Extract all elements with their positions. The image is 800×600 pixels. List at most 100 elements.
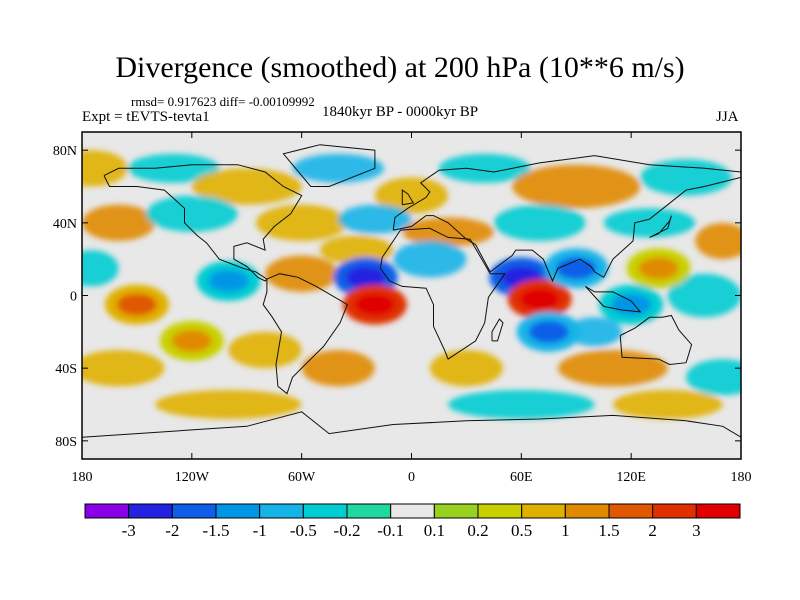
colorbar-swatch (171, 503, 217, 519)
x-tick-label: 120E (616, 470, 646, 485)
colorbar-label: -0.5 (290, 521, 317, 540)
coastline-uk (401, 189, 415, 206)
field-blob (374, 177, 449, 214)
y-tick-label: 40N (53, 217, 77, 232)
field-blob (393, 240, 467, 278)
colorbar-swatch (128, 503, 173, 519)
field-blob (319, 235, 394, 265)
field-blob (438, 153, 531, 183)
x-axis: 180 120W 60W 0 60E 120E 180 (72, 132, 752, 485)
y-tick-label: 80N (53, 144, 77, 159)
field-feature (519, 288, 560, 311)
colorbar-swatch (608, 503, 654, 519)
colorbar-swatch (259, 503, 304, 519)
field-feature (528, 320, 569, 343)
coastline-north-america (103, 164, 303, 282)
y-tick-label: 80S (55, 435, 77, 450)
colorbar-label: -0.2 (334, 521, 361, 540)
coastline-indonesia (585, 285, 642, 313)
field-feature (116, 293, 157, 316)
coastline-africa (379, 227, 506, 360)
coastline-japan (649, 215, 672, 238)
colorbar-swatch (84, 503, 130, 519)
colorbar-label: 2 (648, 521, 657, 540)
x-tick-label: 60E (510, 470, 533, 485)
field-blob (686, 359, 741, 396)
y-axis: 80N 40N 0 40S 80S (53, 144, 741, 450)
field-feature (171, 329, 212, 352)
field-feature (611, 293, 652, 316)
field-blob (429, 350, 504, 387)
field-blob (603, 208, 696, 238)
colorbar-label: 1 (561, 521, 570, 540)
field-blob (557, 350, 668, 387)
season-label: JJA (716, 109, 739, 125)
colorbar-label: 1.5 (598, 521, 619, 540)
field-blob (695, 222, 741, 260)
y-tick-label: 0 (70, 290, 77, 305)
experiment-label: Expt = tEVTS-tevta1 (82, 109, 210, 125)
field-blob (155, 389, 302, 420)
colorbar-swatch (477, 503, 523, 519)
field-blob (402, 217, 494, 247)
x-tick-label: 60W (288, 470, 316, 485)
field-blob (301, 350, 375, 387)
colorbar-swatch (695, 503, 741, 519)
colorbar-swatch (564, 503, 610, 519)
colorbar-label: -2 (165, 521, 179, 540)
coastlines (82, 144, 741, 438)
coastline-madagascar (491, 318, 504, 342)
field-blob (567, 317, 623, 347)
colorbar-label: -3 (122, 521, 136, 540)
colorbar-label: -1 (253, 521, 267, 540)
field-blob (228, 331, 302, 369)
coastline-australia (619, 314, 693, 366)
field-blob (82, 150, 128, 187)
field-feature (345, 266, 386, 289)
rmsd-stats: rmsd= 0.917623 diff= -0.00109992 (131, 94, 315, 109)
x-tick-label: 180 (72, 470, 93, 485)
period-label: 1840kyr BP - 0000kyr BP (322, 104, 479, 120)
field-feature (208, 269, 249, 292)
colorbar-swatch (302, 503, 348, 519)
coastline-south-america (262, 273, 349, 395)
colorbar-swatch (346, 503, 392, 519)
field-blob (255, 204, 348, 241)
field-blob (448, 389, 595, 420)
chart-title: Divergence (smoothed) at 200 hPa (10**6 … (115, 51, 685, 84)
colorbar-label: -1.5 (203, 521, 230, 540)
field-feature (556, 257, 597, 280)
field-blob (493, 204, 586, 241)
field-blob (667, 273, 741, 318)
field-blob (612, 389, 723, 420)
colorbar-swatch (215, 503, 261, 519)
colorbar-swatch (390, 503, 435, 519)
field-blob (338, 204, 412, 234)
field-feature (638, 257, 679, 280)
divergence-field (82, 150, 741, 420)
colorbar-label: 0.2 (467, 521, 488, 540)
field-blob (191, 168, 302, 205)
field-blob (146, 195, 238, 232)
coastline-eurasia (392, 155, 741, 283)
field-blob (292, 153, 385, 183)
colorbar-label: 0.1 (424, 521, 445, 540)
field-blob (512, 164, 641, 209)
coastline-antarctica (82, 411, 741, 438)
x-tick-label: 180 (731, 470, 752, 485)
colorbar-swatch (521, 503, 566, 519)
y-tick-label: 40S (55, 362, 77, 377)
x-tick-label: 0 (408, 470, 415, 485)
x-tick-label: 120W (175, 470, 210, 485)
field-feature (354, 293, 395, 316)
colorbar: -3 -2 -1.5 -1 -0.5 -0.2 -0.1 0.1 0.2 0.5 1 1.5 2 3 (84, 503, 741, 540)
coastline-greenland (282, 144, 376, 187)
colorbar-label: -0.1 (377, 521, 404, 540)
colorbar-swatch (652, 503, 697, 519)
field-blob (265, 255, 339, 292)
colorbar-label: 0.5 (511, 521, 532, 540)
field-blob (127, 153, 220, 183)
colorbar-label: 3 (692, 521, 701, 540)
field-blob (82, 350, 165, 387)
